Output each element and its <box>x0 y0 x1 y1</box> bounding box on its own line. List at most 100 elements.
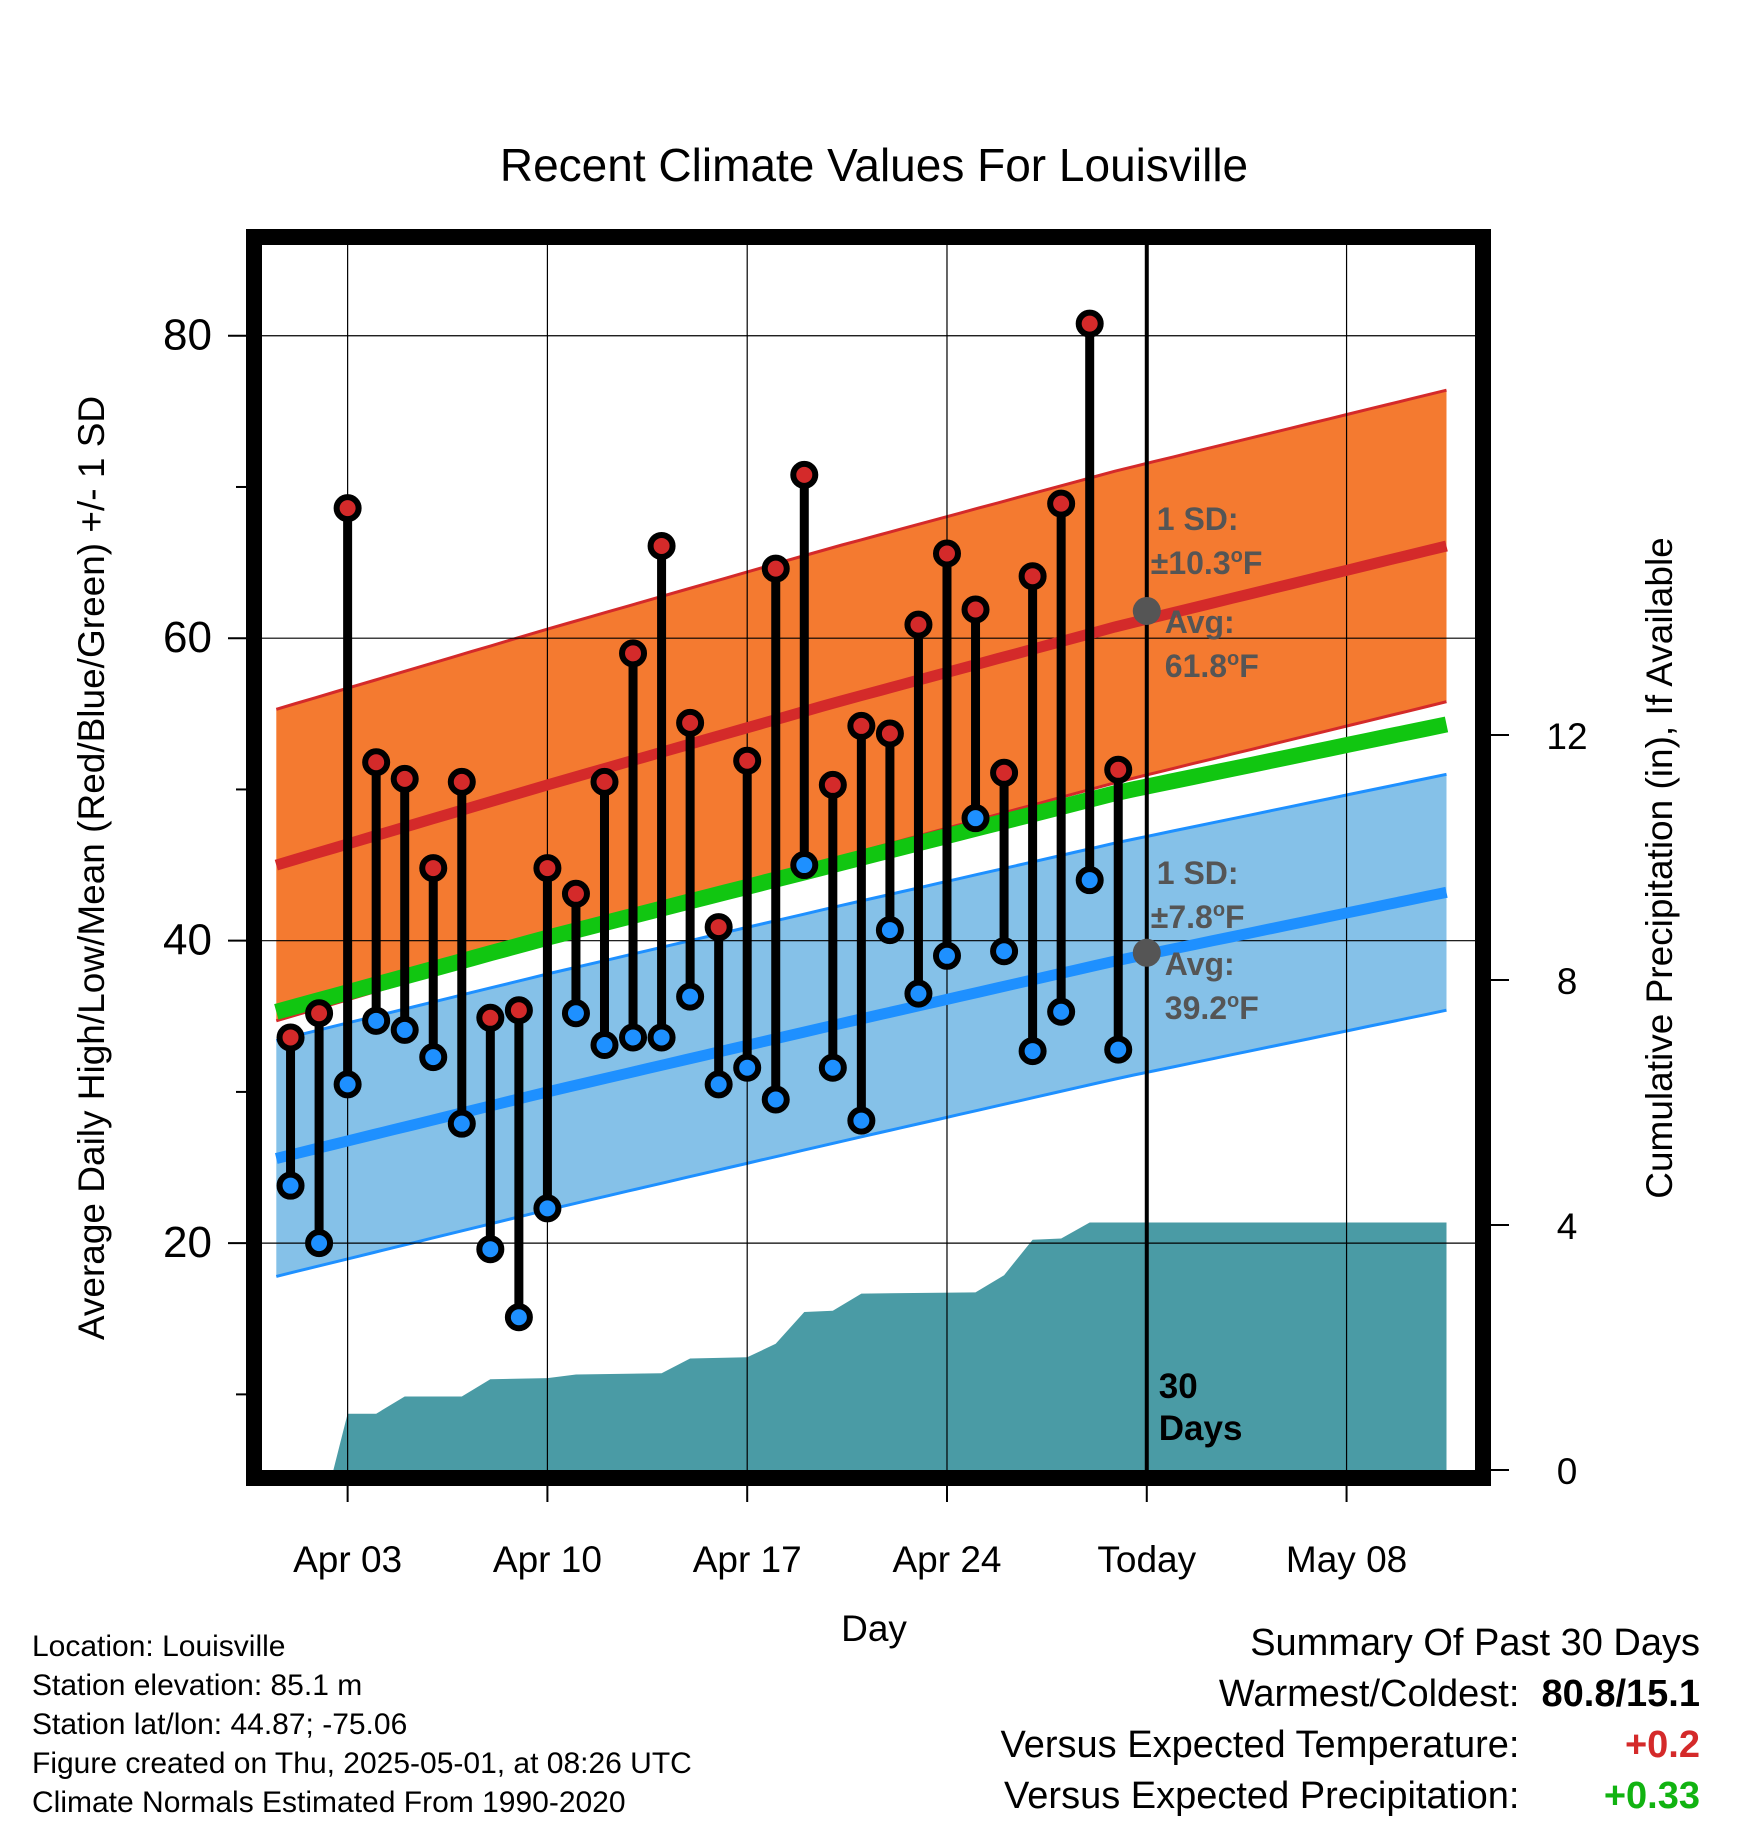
daily-low-point <box>818 1053 847 1082</box>
summary-heading: Summary Of Past 30 Days <box>1250 1622 1700 1664</box>
daily-low-point <box>647 1023 676 1052</box>
daily-low-point <box>1047 997 1076 1026</box>
daily-high-point <box>761 554 790 583</box>
daily-high-point <box>1075 309 1104 338</box>
daily-high-point <box>875 719 904 748</box>
daily-high-point <box>1104 755 1133 784</box>
daily-low-point <box>790 851 819 880</box>
high-sd-label: 1 SD: <box>1157 501 1239 537</box>
daily-low-point <box>419 1043 448 1072</box>
daily-low-point <box>561 999 590 1028</box>
daily-low-point <box>990 937 1019 966</box>
daily-low-point <box>533 1194 562 1223</box>
summary-precip-label: Versus Expected Precipitation: <box>1004 1775 1520 1817</box>
y-axis-left-label: Average Daily High/Low/Mean (Red/Blue/Gr… <box>71 395 113 1341</box>
x-tick-label: May 08 <box>1286 1539 1407 1580</box>
y-left-tick-label: 60 <box>163 613 212 662</box>
y-right-tick-label: 8 <box>1557 961 1578 1002</box>
daily-high-point <box>1047 489 1076 518</box>
plot-frame <box>246 229 1491 1486</box>
x-tick-label: Apr 03 <box>293 1539 402 1580</box>
precipitation-area-layer <box>304 1222 1447 1470</box>
high-avg-value: 61.8oF <box>1165 648 1259 684</box>
daily-high-point <box>305 999 334 1028</box>
daily-low-point <box>704 1070 733 1099</box>
low-sd-label: 1 SD: <box>1157 855 1239 891</box>
daily-high-point <box>990 758 1019 787</box>
summary-precip-value: +0.33 <box>1603 1775 1700 1817</box>
x-axis-label: Day <box>841 1608 907 1649</box>
daily-values-layer <box>276 309 1133 1332</box>
summary-warm-cold-value: 80.8/15.1 <box>1541 1673 1700 1715</box>
y-left-tick-label: 40 <box>163 916 212 965</box>
summary-warm-cold-label: Warmest/Coldest: <box>1218 1673 1520 1715</box>
high-sd-band-upper-edge <box>275 388 1447 711</box>
today-marker-layer: 30 Days <box>1144 245 1243 1470</box>
low-avg-marker <box>1132 938 1161 967</box>
daily-high-point <box>847 711 876 740</box>
daily-high-point <box>790 460 819 489</box>
x-tick-label: Apr 24 <box>892 1539 1001 1580</box>
info-latlon: Station lat/lon: 44.87; -75.06 <box>32 1708 408 1741</box>
chart-title: Recent Climate Values For Louisville <box>499 139 1249 191</box>
daily-high-point <box>390 764 419 793</box>
high-sd-value: ±10.3oF <box>1151 545 1263 581</box>
daily-low-point <box>761 1085 790 1114</box>
daily-low-point <box>932 941 961 970</box>
info-normals: Climate Normals Estimated From 1990-2020 <box>32 1786 626 1819</box>
y-right-tick-label: 0 <box>1557 1451 1578 1492</box>
low-sd-value: ±7.8oF <box>1151 899 1245 935</box>
annotation-layer: 1 SD: ±10.3oF Avg: 61.8oF 1 SD: ±7.8oF Avg: 39.… <box>1132 501 1263 1026</box>
plot-border <box>246 229 1491 1486</box>
daily-low-point <box>333 1070 362 1099</box>
daily-high-point <box>476 1003 505 1032</box>
x-tick-label: Apr 17 <box>693 1539 802 1580</box>
daily-high-point <box>676 708 705 737</box>
summary-temp-label: Versus Expected Temperature: <box>1000 1724 1520 1766</box>
summary-temp-row: Versus Expected Temperature: +0.2 <box>1001 1724 1700 1767</box>
daily-high-point <box>533 854 562 883</box>
daily-low-point <box>961 804 990 833</box>
daily-low-point <box>847 1106 876 1135</box>
daily-low-point <box>590 1031 619 1060</box>
daily-low-point <box>390 1015 419 1044</box>
y-right-tick-label: 12 <box>1546 716 1587 757</box>
daily-low-point <box>305 1229 334 1258</box>
daily-low-point <box>447 1109 476 1138</box>
today-days-label: 30 Days <box>1159 1367 1243 1448</box>
low-sd-band-lower-edge <box>275 1008 1447 1278</box>
normal-high-line <box>274 540 1448 871</box>
info-elevation: Station elevation: 85.1 m <box>32 1669 363 1702</box>
daily-low-point <box>676 982 705 1011</box>
daily-high-point <box>647 531 676 560</box>
daily-high-point <box>362 748 391 777</box>
daily-low-point <box>619 1023 648 1052</box>
cumulative-precip-area <box>304 1222 1447 1470</box>
daily-high-point <box>561 879 590 908</box>
daily-high-point <box>932 539 961 568</box>
daily-low-point <box>476 1235 505 1264</box>
daily-high-point <box>504 996 533 1025</box>
y-axis-right-label: Cumulative Precipitation (in), If Availa… <box>1638 537 1680 1199</box>
low-avg-value: 39.2oF <box>1165 990 1259 1026</box>
y-right-tick-label: 4 <box>1557 1206 1578 1247</box>
daily-high-point <box>733 746 762 775</box>
daily-high-point <box>619 639 648 668</box>
daily-high-point <box>1018 562 1047 591</box>
y-left-tick-label: 80 <box>163 311 212 360</box>
daily-low-point <box>1018 1037 1047 1066</box>
daily-high-point <box>419 854 448 883</box>
info-created: Figure created on Thu, 2025-05-01, at 08… <box>32 1747 692 1780</box>
daily-low-point <box>504 1303 533 1332</box>
daily-high-point <box>447 767 476 796</box>
daily-low-point <box>362 1006 391 1035</box>
summary-warm-cold-row: Warmest/Coldest: 80.8/15.1 <box>1219 1673 1700 1716</box>
low-avg-label: Avg: <box>1165 946 1235 982</box>
axes-layer: Apr 03 Apr 10 Apr 17 Apr 24 Today May 0820406… <box>163 311 1588 1580</box>
high-avg-label: Avg: <box>1165 604 1235 640</box>
summary-temp-value: +0.2 <box>1624 1724 1700 1766</box>
daily-low-point <box>276 1171 305 1200</box>
summary-precip-row: Versus Expected Precipitation: +0.33 <box>1004 1775 1700 1818</box>
daily-high-point <box>904 610 933 639</box>
